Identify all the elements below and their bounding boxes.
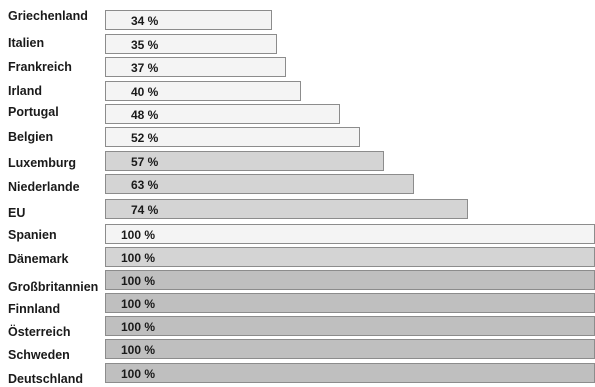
category-label: Großbritannien [8, 280, 99, 294]
bar [105, 363, 595, 383]
category-label: EU [8, 206, 26, 220]
category-label: Schweden [8, 348, 70, 362]
data-label: 40 % [131, 85, 159, 99]
data-label: 57 % [131, 155, 159, 169]
category-label: Portugal [8, 105, 59, 119]
bar [105, 174, 414, 194]
bar [105, 104, 341, 124]
data-label: 100 % [121, 297, 156, 311]
data-label: 100 % [121, 367, 156, 381]
bar [105, 10, 272, 30]
category-label: Spanien [8, 228, 57, 242]
data-label: 100 % [121, 228, 156, 242]
bar [105, 81, 301, 101]
data-label: 74 % [131, 203, 159, 217]
data-label: 48 % [131, 108, 159, 122]
category-label: Österreich [8, 325, 71, 339]
bar [105, 34, 277, 54]
bar [105, 151, 385, 171]
category-label: Niederlande [8, 180, 80, 194]
bar [105, 293, 595, 313]
data-label: 63 % [131, 178, 159, 192]
data-label: 100 % [121, 343, 156, 357]
category-label: Griechenland [8, 9, 88, 23]
category-label: Deutschland [8, 372, 84, 386]
data-label: 100 % [121, 320, 156, 334]
data-label: 100 % [121, 274, 156, 288]
bar [105, 199, 468, 219]
category-label: Finnland [8, 302, 61, 316]
bar [105, 57, 287, 77]
bar [105, 339, 595, 359]
category-label: Luxemburg [8, 156, 77, 170]
data-label: 35 % [131, 38, 159, 52]
data-label: 100 % [121, 251, 156, 265]
data-label: 34 % [131, 14, 159, 28]
data-label: 52 % [131, 131, 159, 145]
bar [105, 270, 595, 290]
category-label: Frankreich [8, 60, 72, 74]
data-label: 37 % [131, 61, 159, 75]
category-label: Italien [8, 36, 45, 50]
bar [105, 316, 595, 336]
bar [105, 247, 595, 267]
bar [105, 127, 360, 147]
category-label: Belgien [8, 130, 54, 144]
bar [105, 224, 595, 244]
category-label: Dänemark [8, 252, 69, 266]
category-label: Irland [8, 84, 43, 98]
